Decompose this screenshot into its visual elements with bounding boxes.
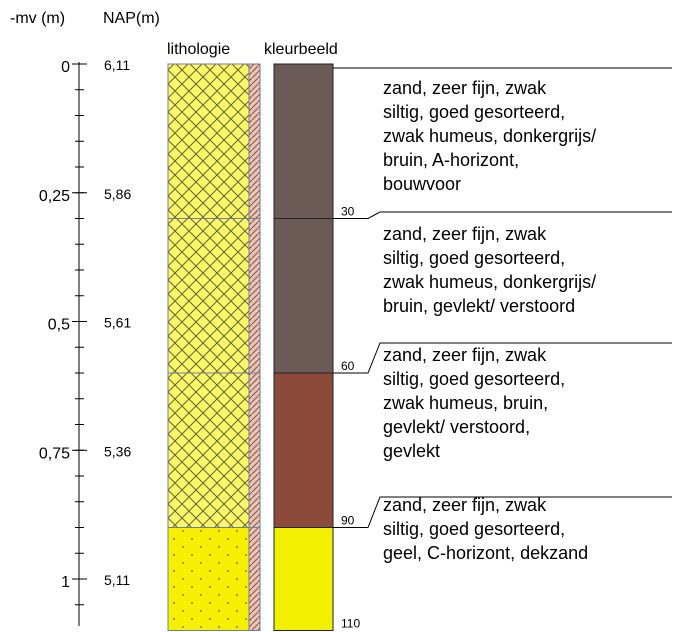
description-line: bruin, gevlekt/ verstoord [383, 296, 575, 316]
lithology-column [167, 63, 261, 631]
nap-tick-label: 5,61 [104, 315, 131, 331]
color-column [273, 63, 334, 631]
color-column-title: kleurbeeld [264, 41, 338, 58]
lithology-side-strip [248, 527, 261, 631]
description-line: zand, zeer fijn, zwak [383, 224, 547, 244]
color-layer [273, 527, 334, 631]
lithology-layer [167, 218, 250, 374]
description-line: zwak humeus, donkergrijs/ [383, 126, 596, 146]
description-line: siltig, goed gesorteerd, [383, 102, 565, 122]
depth-tick-label: 0 [61, 59, 70, 76]
nap-tick-label: 5,36 [104, 443, 131, 459]
description-leader [333, 342, 672, 374]
lithology-layer [167, 372, 250, 528]
description-line: bouwvoor [383, 174, 461, 194]
description-line: siltig, goed gesorteerd, [383, 248, 565, 268]
description-line: zand, zeer fijn, zwak [383, 345, 547, 365]
color-layer [273, 63, 334, 219]
description-line: zwak humeus, donkergrijs/ [383, 272, 596, 292]
description-line: zand, zeer fijn, zwak [383, 495, 547, 515]
nap-tick-label: 6,11 [104, 57, 130, 73]
lithology-side-strip [248, 372, 261, 528]
description-line: geel, C-horizont, dekzand [383, 543, 588, 563]
depth-tick-label: 1 [61, 574, 70, 591]
nap-tick-label: 5,11 [104, 572, 130, 588]
description-line: zand, zeer fijn, zwak [383, 78, 547, 98]
color-layer [273, 218, 334, 374]
lithology-side-strip [248, 63, 261, 219]
lithology-column-title: lithologie [167, 41, 230, 58]
depth-axis-labels: 0 6,11 0,25 5,86 0,5 5,61 0,75 5,36 1 5,11 [39, 57, 132, 591]
description-line: gevlekt [383, 441, 440, 461]
color-layer [273, 372, 334, 528]
layer-boundary-label: 110 [341, 617, 360, 631]
depth-tick-label: 0,25 [39, 188, 70, 205]
depth-axis-ticks [72, 63, 87, 606]
layer-boundary-label: 90 [341, 514, 355, 528]
lithology-layer [167, 63, 250, 219]
description-line: siltig, goed gesorteerd, [383, 519, 565, 539]
lithology-layer [167, 527, 250, 631]
lithology-side-strip [248, 218, 261, 374]
depth-tick-label: 0,75 [39, 445, 70, 462]
layer-boundary-label: 60 [341, 359, 355, 373]
description-line: zwak humeus, bruin, [383, 393, 548, 413]
description-line: gevlekt/ verstoord, [383, 417, 530, 437]
nap-axis-title: NAP(m) [103, 10, 160, 27]
layer-boundary-label: 30 [341, 205, 355, 219]
description-leader [333, 211, 672, 219]
description-leader [333, 496, 672, 528]
depth-tick-label: 0,5 [48, 317, 70, 334]
nap-tick-label: 5,86 [104, 186, 131, 202]
description-line: siltig, goed gesorteerd, [383, 369, 565, 389]
layer-descriptions: 30 60 90 110 zand, zeer fijn, zwak siltig, go… [333, 67, 672, 631]
depth-axis-title: -mv (m) [10, 10, 65, 27]
description-line: bruin, A-horizont, [383, 150, 519, 170]
